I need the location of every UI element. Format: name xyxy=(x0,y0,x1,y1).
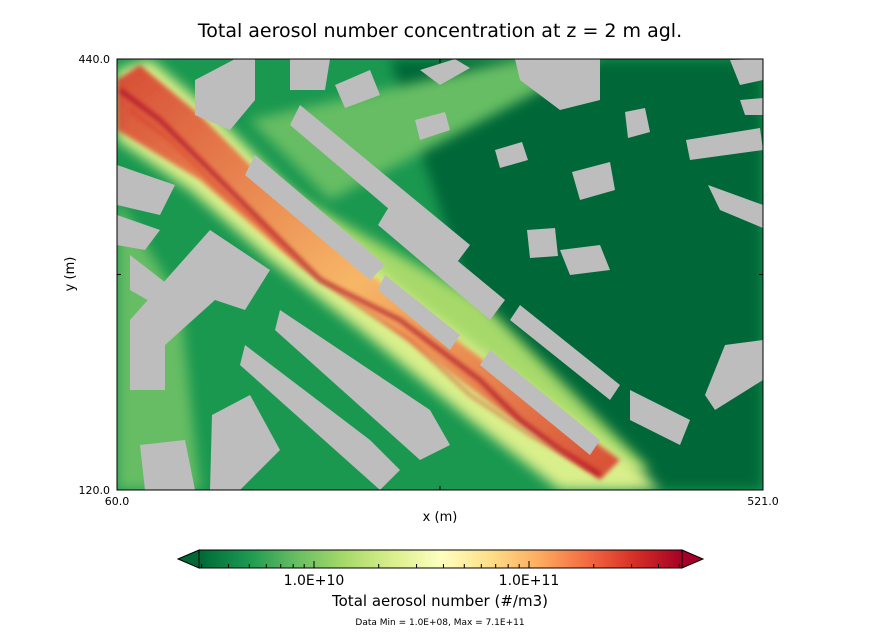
colorbar-gradient xyxy=(198,549,683,569)
y-axis-label: y (m) xyxy=(63,257,78,292)
colorbar: 1.0E+10 1.0E+11 Total aerosol number (#/… xyxy=(176,549,705,610)
colorbar-tick-label-2: 1.0E+11 xyxy=(499,573,560,589)
colorbar-label: Total aerosol number (#/m3) xyxy=(331,592,548,610)
y-tick-label-top: 440.0 xyxy=(79,53,111,66)
x-axis-label: x (m) xyxy=(423,510,458,525)
chart-title: Total aerosol number concentration at z … xyxy=(197,20,682,42)
data-range-footer: Data Min = 1.0E+08, Max = 7.1E+11 xyxy=(355,618,524,628)
heatmap-field xyxy=(117,59,763,490)
colorbar-over-arrow xyxy=(681,549,705,569)
y-tick-label-bottom: 120.0 xyxy=(79,484,111,497)
x-tick-label-left: 60.0 xyxy=(105,495,130,508)
x-tick-label-right: 521.0 xyxy=(747,495,779,508)
colorbar-tick-label-1: 1.0E+10 xyxy=(284,573,345,589)
colorbar-minor-ticks xyxy=(201,561,680,568)
colorbar-under-arrow xyxy=(176,549,200,569)
axis-ticks xyxy=(116,58,764,491)
